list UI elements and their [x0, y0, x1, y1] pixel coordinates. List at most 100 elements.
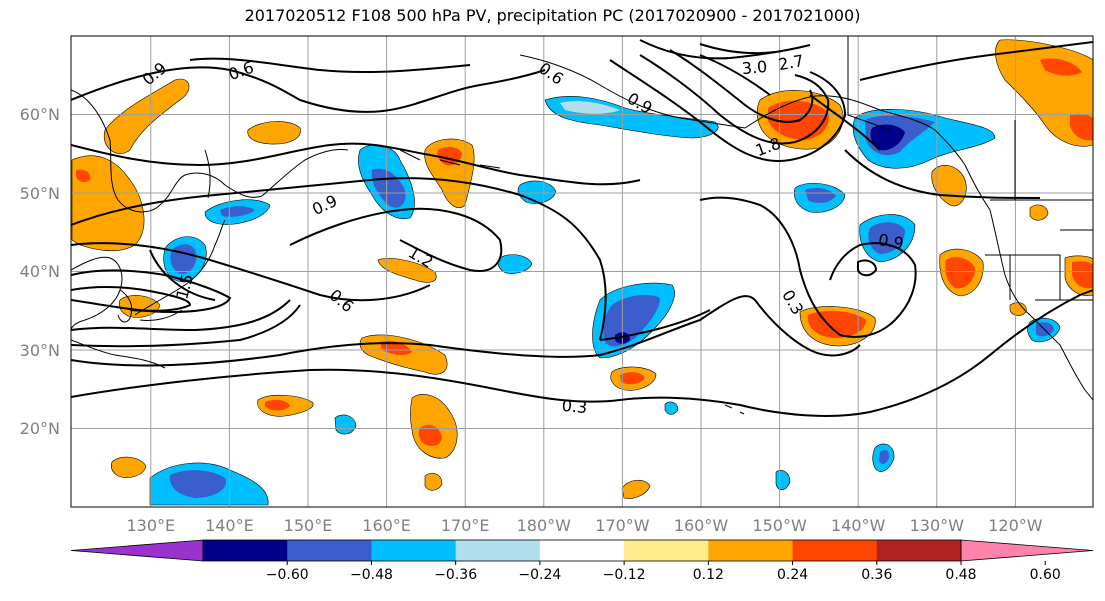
korea-coastline [117, 289, 133, 323]
precip-negative-region [560, 101, 620, 114]
colorbar-tick-label: 0.60 [1030, 567, 1061, 583]
precip-negative-region [805, 188, 836, 204]
precip-positive-region [945, 257, 975, 289]
pv-contour-line [699, 196, 917, 338]
pv-contour-line [859, 41, 1093, 81]
pv-contour-line [844, 149, 1041, 199]
longitude-label: 160°W [674, 516, 729, 535]
asia-coastline [71, 89, 263, 213]
colorbar-swatch [876, 540, 962, 561]
colorbar-tick-label: 0.36 [861, 567, 892, 583]
pv-contour-line [599, 309, 711, 341]
contour-label: 3.0 [741, 57, 768, 78]
pv-contour-line [71, 299, 291, 332]
longitude-label: 150°W [752, 516, 807, 535]
colorbar-tick-label: −0.48 [350, 567, 393, 583]
latitude-axis: 60°N 50°N 40°N 30°N 20°N [20, 105, 60, 438]
map-title: 2017020512 F108 500 hPa PV, precipitatio… [244, 6, 861, 25]
precip-negative-region [334, 414, 357, 435]
colorbar-tick-label: −0.60 [266, 567, 309, 583]
precip-positive-region [103, 78, 190, 154]
colorbar-tick-label: 0.12 [693, 567, 724, 583]
colorbar-tick-label: −0.24 [518, 567, 561, 583]
contour-label: 0.6 [535, 58, 567, 88]
kamchatka-coastline [261, 149, 349, 197]
precip-positive-region [418, 425, 442, 447]
precip-positive-region [1029, 204, 1049, 221]
contour-label: 0.9 [139, 58, 171, 89]
longitude-label: 170°W [595, 516, 650, 535]
latitude-label: 20°N [20, 419, 60, 438]
westcoast-coastline [989, 209, 1093, 401]
precip-positive-region [620, 372, 645, 385]
pv-contour-line [699, 43, 776, 55]
colorbar-swatch [624, 540, 709, 561]
precip-positive-region [265, 399, 290, 411]
alaska-coastline [519, 54, 991, 211]
precip-negative-region [879, 450, 890, 464]
colorbar-swatch [203, 540, 288, 561]
colorbar-swatch [792, 540, 878, 561]
pv-contour-line [639, 39, 811, 60]
pv-contour-line [609, 59, 847, 162]
longitude-label: 150°E [284, 516, 333, 535]
colorbar-tick-label: 0.24 [777, 567, 808, 583]
pv-contour-line [71, 66, 546, 113]
precip-positive-region [424, 472, 443, 491]
longitude-label: 130°W [910, 516, 965, 535]
sakhalin-coastline [204, 149, 211, 199]
colorbar-swatch [371, 540, 457, 561]
map-frame [70, 35, 1094, 508]
contour-label: 2.7 [777, 51, 805, 74]
colorbar: −0.60 −0.48 −0.36 −0.24 −0.12 0.12 0.24 0.36 0.4… [70, 539, 1094, 583]
pv-contour-line [71, 304, 301, 348]
alaska-canada-border [847, 36, 891, 131]
colorbar-tick-label: −0.12 [603, 567, 646, 583]
hawaii-coastline [724, 404, 745, 415]
pv-contour-line [289, 207, 503, 272]
precip-positive-region [1070, 113, 1093, 141]
colorbar-swatch [287, 540, 372, 561]
colorbar-tick-label: −0.36 [434, 567, 477, 583]
precip-positive-region [621, 479, 651, 499]
colorbar-extend-high [960, 539, 1094, 562]
contour-label: 0.9 [877, 230, 905, 253]
precip-negative-region [169, 470, 226, 498]
pv-contour-line [809, 94, 881, 151]
longitude-label: 180°W [517, 516, 572, 535]
precip-negative-region [868, 222, 905, 254]
pv-contour-line [71, 242, 431, 302]
pv-contours [71, 39, 1093, 417]
longitude-label: 140°E [205, 516, 254, 535]
latitude-label: 30°N [20, 341, 60, 360]
pv-contour-line [71, 289, 1093, 417]
colorbar-swatch [539, 540, 625, 561]
pv-contour-line [71, 142, 641, 186]
contour-label: 0.9 [309, 191, 340, 219]
longitude-axis: 130°E 140°E 150°E 160°E 170°E 180°W 170°… [126, 516, 1042, 535]
precip-negative-region [775, 470, 791, 491]
precip-negative-region [220, 206, 255, 217]
precip-negative-region [497, 254, 533, 274]
precip-positive-region [1040, 58, 1082, 76]
japan-coastline [134, 219, 226, 316]
pv-contour-line [71, 286, 192, 312]
longitude-label: 170°E [441, 516, 490, 535]
longitude-label: 130°E [126, 516, 175, 535]
colorbar-tick-label: 0.48 [945, 567, 976, 583]
longitude-label: 120°W [988, 516, 1043, 535]
country-borders [847, 36, 1093, 301]
pv-contour-line [669, 49, 814, 123]
precip-negative-region [870, 124, 905, 151]
pv-contour-line [639, 54, 830, 145]
pv-contour-line [189, 57, 471, 74]
coastlines [71, 54, 1093, 415]
precip-positive-region [247, 121, 301, 145]
asia-coastline [71, 256, 123, 331]
precip-positive-region [118, 295, 161, 318]
precip-positive-region [76, 169, 91, 183]
contour-label: 0.3 [561, 396, 588, 417]
precip-negative-region [664, 401, 679, 415]
colorbar-outline [202, 539, 962, 562]
